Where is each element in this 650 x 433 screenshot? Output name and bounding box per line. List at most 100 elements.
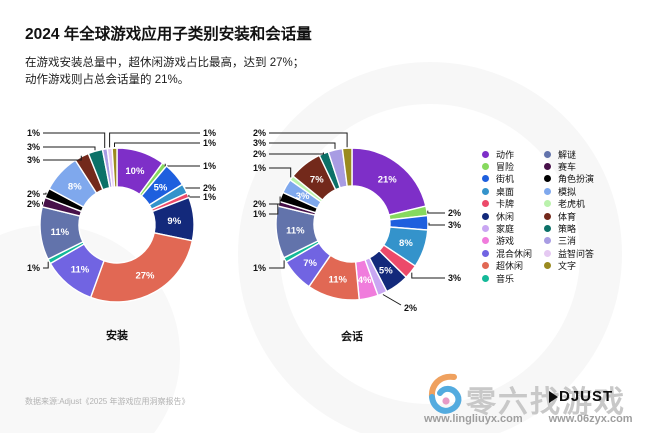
callout-leader-line [114, 142, 200, 147]
legend-label: 家庭 [496, 224, 515, 235]
legend-label: 三消 [558, 236, 577, 247]
slice-callout-label: 1% [203, 138, 216, 148]
legend-item: 三消 [544, 235, 594, 247]
legend-color-dot [482, 187, 489, 195]
callout-leader-line [188, 194, 200, 198]
callout-leader-line [43, 155, 82, 161]
slice-callout-label: 1% [27, 128, 40, 138]
legend-color-dot [482, 262, 489, 270]
page-title: 2024 年全球游戏应用子类别安装和会话量 [25, 26, 312, 43]
callout-leader-line [269, 132, 348, 148]
adjust-triangle-icon [549, 390, 558, 403]
legend-item: 解谜 [544, 148, 594, 160]
callout-leader-line [164, 163, 200, 167]
slice-callout-label: 2% [27, 189, 40, 199]
adjust-logo-text: DJUST [559, 388, 614, 405]
legend-item: 卡牌 [482, 198, 532, 210]
callout-leader-line [43, 146, 96, 151]
slice-callout-label: 2% [253, 199, 266, 209]
legend-color-dot [544, 187, 552, 195]
watermark-url-1: www.lingliuyx.com [424, 413, 523, 425]
slice-value-label: 11% [51, 227, 70, 238]
site-watermark-logo-icon [428, 373, 462, 414]
slice-callout-label: 1% [27, 263, 40, 273]
slice-value-label: 4% [358, 275, 372, 286]
legend-item: 动作 [482, 148, 532, 160]
data-source-note: 数据来源:Adjust《2025 年游戏应用洞察报告》 [25, 397, 190, 406]
adjust-brand-logo: DJUST [549, 388, 613, 405]
legend-color-dot [482, 150, 489, 158]
legend-color-dot [482, 225, 489, 233]
slice-callout-label: 3% [27, 142, 40, 152]
legend-label: 超休闲 [496, 261, 524, 272]
legend-label: 卡牌 [496, 199, 515, 210]
pie-slice-文字 [111, 147, 118, 188]
legend-item: 家庭 [482, 222, 532, 234]
legend-color-dot [544, 237, 552, 245]
legend-label: 益智问答 [558, 248, 595, 259]
legend-label: 游戏 [496, 236, 515, 247]
slice-callout-label: 1% [203, 192, 216, 202]
page-subtitle: 在游戏安装总量中，超休闲游戏占比最高，达到 27%； 动作游戏则占总会话量的 2… [25, 55, 304, 89]
slice-callout-label: 1% [203, 128, 216, 138]
legend-label: 赛车 [558, 162, 577, 173]
legend-item: 益智问答 [544, 247, 594, 259]
subtitle-line-1: 在游戏安装总量中，超休闲游戏占比最高，达到 27%； [25, 57, 305, 69]
legend-color-dot [482, 175, 489, 183]
slice-callout-label: 2% [448, 208, 461, 218]
watermark-url-2: www.06zyx.com [548, 413, 633, 425]
pie-slice-超休闲 [89, 231, 194, 303]
legend-item: 模拟 [544, 185, 594, 197]
callout-leader-line [269, 196, 281, 205]
legend-label: 文字 [558, 261, 577, 272]
slice-value-label: 8% [68, 181, 82, 192]
slice-value-label: 5% [379, 265, 393, 276]
legend-item: 赛车 [544, 160, 594, 172]
legend-item: 音乐 [482, 272, 532, 284]
slice-value-label: 9% [167, 216, 181, 227]
legend-color-dot [544, 200, 552, 208]
callout-leader-line [43, 192, 47, 195]
callout-leader-line [42, 201, 43, 205]
slice-callout-label: 3% [27, 155, 40, 165]
legend-item: 角色扮演 [544, 173, 594, 185]
pie-slice-文字 [341, 147, 353, 188]
callout-leader-line [43, 261, 49, 269]
slice-value-label: 7% [303, 258, 317, 269]
slice-value-label: 11% [328, 275, 347, 286]
legend-item: 老虎机 [544, 198, 594, 210]
subtitle-line-2: 动作游戏则占总会话量的 21%。 [25, 74, 190, 86]
slice-callout-label: 1% [253, 263, 266, 273]
legend-label: 休闲 [496, 211, 515, 222]
legend-color-dot [544, 175, 552, 183]
callout-leader-line [269, 152, 324, 155]
slice-callout-label: 1% [253, 163, 266, 173]
legend-label: 策略 [558, 224, 577, 235]
legend-label: 桌面 [496, 186, 515, 197]
legend-label: 混合休闲 [496, 248, 533, 259]
legend-item: 超休闲 [482, 260, 532, 272]
installs-chart-caption: 安装 [106, 330, 128, 342]
callout-leader-line [411, 272, 445, 279]
callout-leader-line [427, 210, 445, 214]
slice-value-label: 5% [154, 183, 168, 194]
legend-color-dot [544, 163, 552, 171]
callout-leader-line [428, 222, 445, 226]
legend-color-dot [544, 212, 552, 220]
slice-callout-label: 2% [253, 128, 266, 138]
legend-column-1: 动作 冒险 街机 桌面 卡牌 休闲 家庭 游戏 混合休闲 超休闲 音乐 [482, 148, 532, 284]
callout-leader-line [269, 142, 336, 149]
callout-leader-line [269, 203, 279, 215]
callout-leader-line [43, 132, 106, 148]
legend-label: 音乐 [496, 273, 515, 284]
legend-item: 策略 [544, 222, 594, 234]
slice-callout-label: 1% [203, 161, 216, 171]
slice-value-label: 7% [310, 175, 324, 186]
slice-callout-label: 2% [203, 183, 216, 193]
watermark-urls: www.lingliuyx.com www.06zyx.com [424, 413, 633, 425]
sessions-chart-caption: 会话 [341, 331, 363, 343]
legend-column-2: 解谜 赛车 角色扮演 模拟 老虎机 体育 策略 三消 益智问答 文字 [544, 148, 594, 284]
legend-color-dot [482, 237, 489, 245]
